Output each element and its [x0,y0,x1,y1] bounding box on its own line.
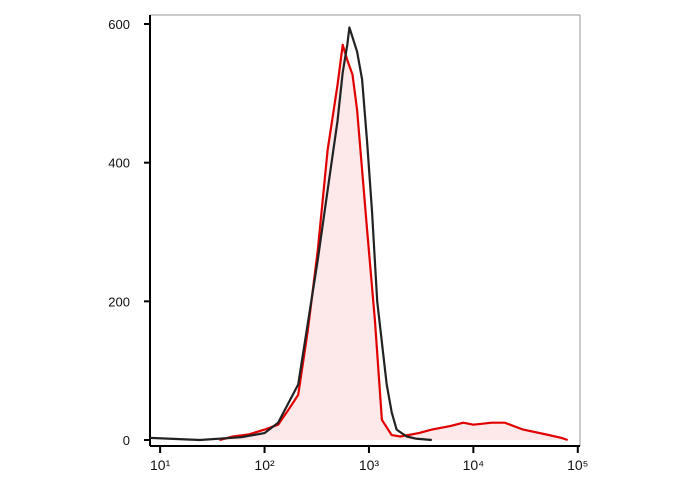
x-tick-label: 10³ [359,457,380,473]
x-tick-label: 10¹ [150,457,171,473]
y-tick-label: 600 [108,17,130,32]
x-tick-label: 10² [254,457,275,473]
y-tick-label: 400 [108,156,130,171]
x-tick-label: 10⁵ [567,457,588,473]
histogram-line [219,43,569,442]
y-tick-label: 200 [108,294,130,309]
y-tick-label: 0 [123,433,130,448]
histogram-line [149,26,432,442]
x-tick-label: 10⁴ [463,457,485,473]
histogram-fill [219,44,568,441]
